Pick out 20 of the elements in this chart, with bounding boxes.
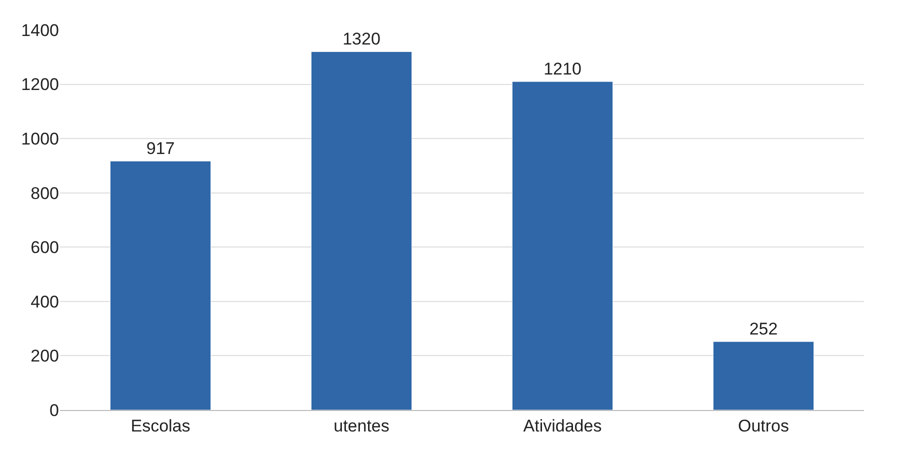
y-tick-label: 1400 — [21, 20, 59, 40]
y-tick-label: 800 — [30, 184, 59, 203]
bar — [713, 341, 814, 410]
bar — [311, 51, 412, 410]
y-tick-label: 1200 — [21, 75, 59, 94]
y-tick-label: 200 — [30, 346, 59, 366]
x-tick-label: Escolas — [130, 416, 190, 436]
y-tick-label: 600 — [30, 238, 59, 258]
data-label: 1320 — [342, 30, 380, 49]
data-label: 1210 — [544, 60, 582, 79]
y-tick-label: 1000 — [21, 130, 59, 149]
x-tick-label: Atividades — [523, 416, 602, 436]
bar — [512, 81, 613, 410]
data-label: 252 — [749, 320, 778, 339]
x-tick-label: utentes — [334, 416, 390, 436]
bar — [110, 160, 211, 410]
y-tick-label: 400 — [30, 292, 59, 312]
y-tick-label: 0 — [50, 400, 59, 420]
data-label: 917 — [146, 139, 175, 158]
x-tick-label: Outros — [738, 416, 790, 436]
